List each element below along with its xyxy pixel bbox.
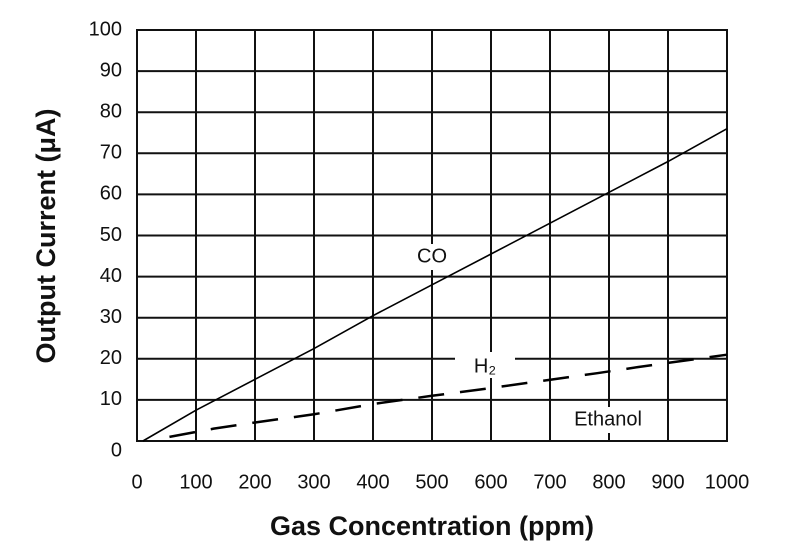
series-label: CO bbox=[417, 245, 447, 267]
x-axis-title: Gas Concentration (ppm) bbox=[270, 511, 594, 541]
y-tick-label: 40 bbox=[100, 265, 122, 287]
series-line bbox=[142, 127, 728, 442]
x-tick-label: 0 bbox=[131, 471, 142, 493]
x-tick-label: 700 bbox=[533, 471, 566, 493]
y-tick-label: 50 bbox=[100, 224, 122, 246]
y-tick-label: 90 bbox=[100, 59, 122, 81]
x-tick-label: 500 bbox=[415, 471, 448, 493]
annotation: H₂ bbox=[474, 355, 496, 377]
y-tick-label: 60 bbox=[100, 183, 122, 205]
x-tick-label: 100 bbox=[179, 471, 212, 493]
label-bg bbox=[410, 244, 454, 270]
x-tick-label: 800 bbox=[592, 471, 625, 493]
y-tick-label: 20 bbox=[100, 347, 122, 369]
x-tick-label: 300 bbox=[297, 471, 330, 493]
y-tick-label: 0 bbox=[111, 439, 122, 461]
y-tick-label: 30 bbox=[100, 306, 122, 328]
label-bg bbox=[558, 407, 658, 433]
series-line bbox=[169, 353, 728, 439]
y-tick-label: 70 bbox=[100, 142, 122, 164]
y-axis-title: Output Current (μA) bbox=[31, 109, 61, 364]
y-tick-label: 100 bbox=[89, 18, 122, 40]
x-tick-label: 400 bbox=[356, 471, 389, 493]
y-tick-label: 80 bbox=[100, 100, 122, 122]
x-tick-label: 900 bbox=[651, 471, 684, 493]
label-bg bbox=[455, 352, 515, 378]
x-tick-label: 1000 bbox=[705, 471, 750, 493]
x-tick-label: 200 bbox=[238, 471, 271, 493]
x-tick-label: 600 bbox=[474, 471, 507, 493]
series-label: Ethanol bbox=[574, 408, 642, 430]
y-tick-label: 10 bbox=[100, 388, 122, 410]
